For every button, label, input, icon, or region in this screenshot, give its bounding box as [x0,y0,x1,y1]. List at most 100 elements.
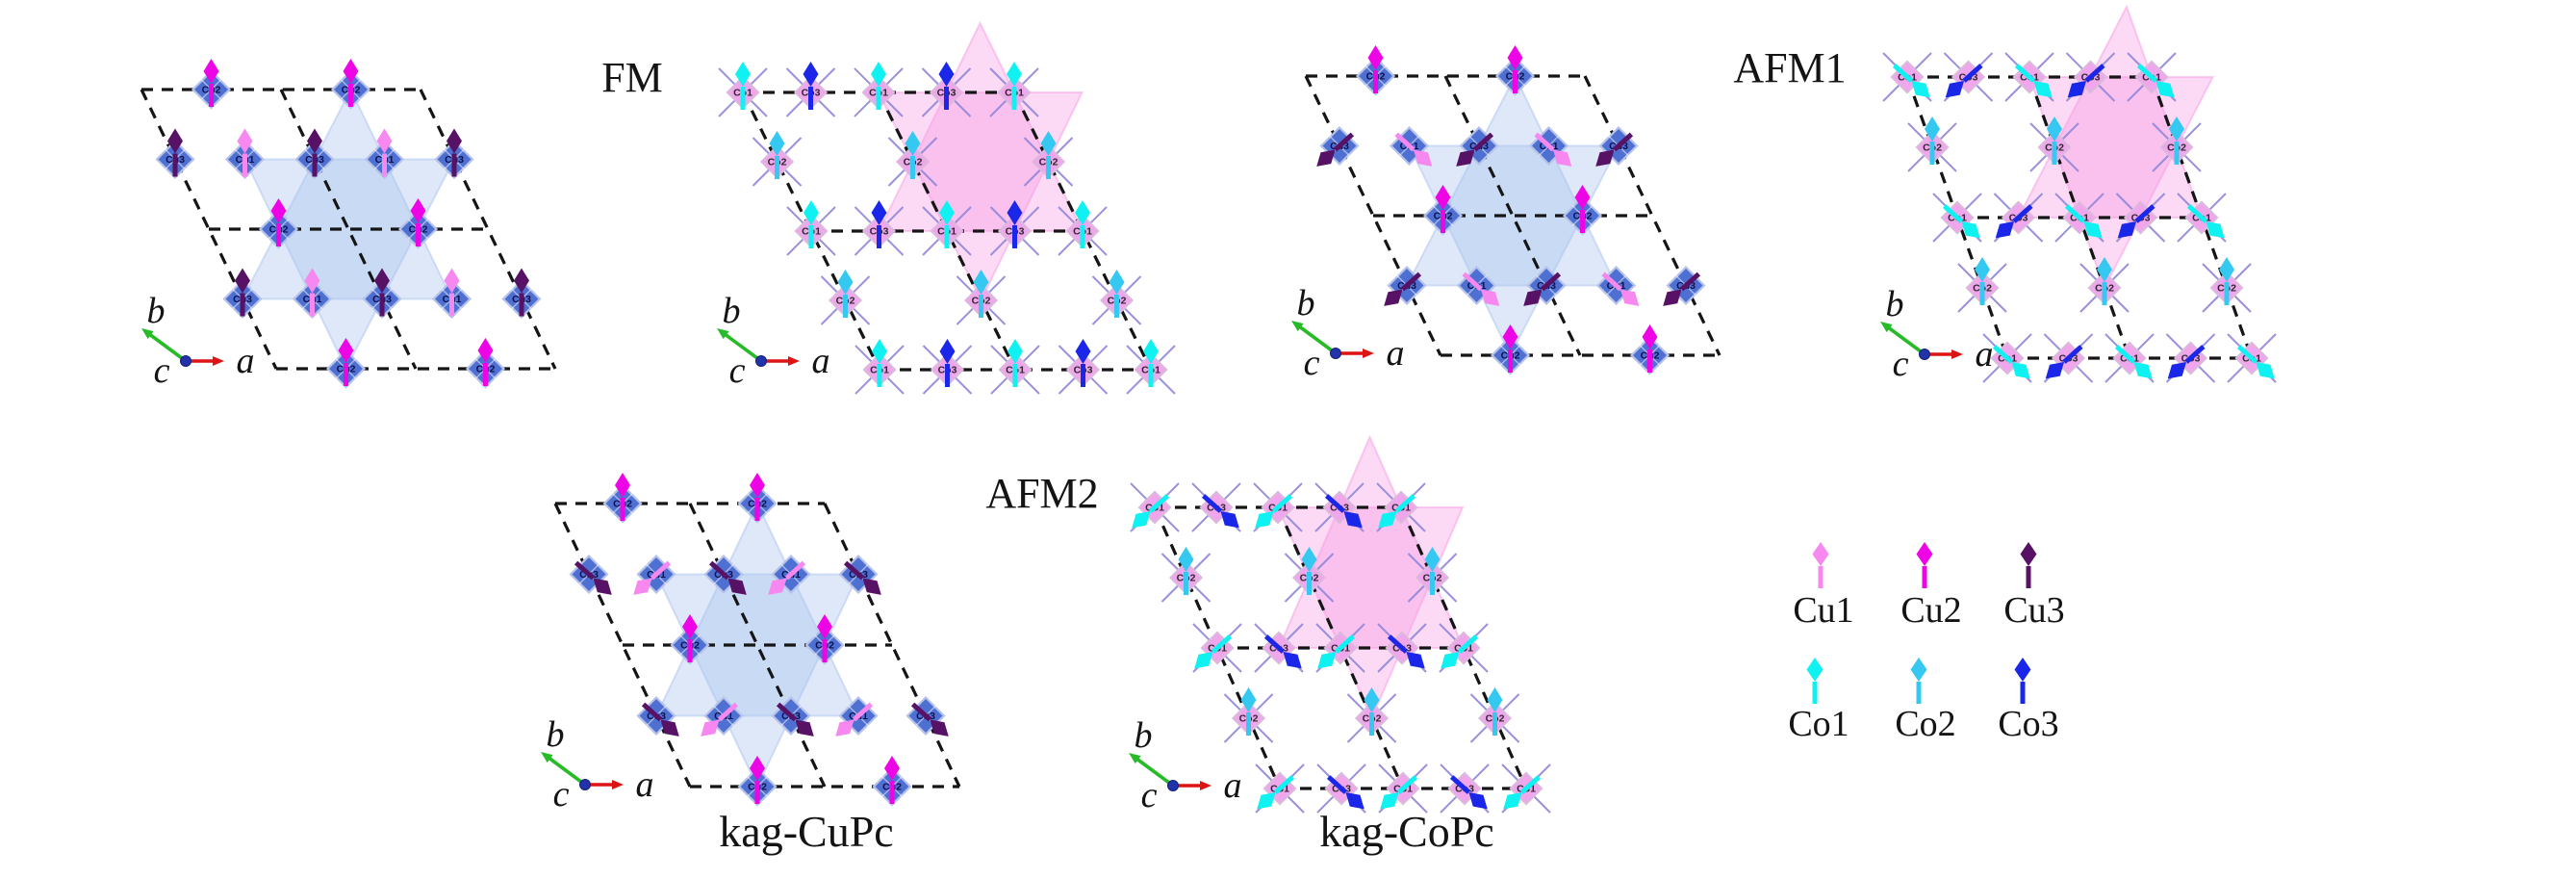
panel-kag-copc-afm2: Co1Co1Co1Co1Co1Co1Co1Co1Co1Co2Co2Co2Co2C… [1129,434,1551,815]
spin-arrow-co3 [2117,204,2155,239]
axis-b-arrow-icon [1134,756,1175,788]
axis-label-c: c [729,350,746,391]
spin-arrow-cu2 [1642,324,1658,373]
spin-arrow-cu3 [1595,132,1634,167]
legend-arrow-cu3 [2020,542,2037,588]
spin-arrow-cu2 [270,198,287,246]
spin-arrow-co2 [2047,116,2062,165]
axis-b-arrow-icon [546,755,587,787]
spin-arrow-co3 [1075,339,1091,387]
legend-label-co2: Co2 [1895,704,1955,744]
spin-arrow-co2 [1040,131,1057,179]
spin-arrow-co3 [1945,64,1983,98]
spin-arrow-cu2 [750,473,765,521]
spin-arrow-co1 [2064,204,2103,239]
spin-arrow-co1 [2186,204,2225,239]
spin-arrow-co3 [2045,345,2083,379]
axis-triad: b a c [1291,283,1405,383]
axis-label-a: a [636,764,654,805]
spin-arrow-co2 [1178,547,1194,595]
spin-arrow-co3 [939,339,956,387]
spin-arrow-cu2 [343,59,359,107]
label-material-kag-copc: kag-CoPc [1319,807,1493,856]
spin-arrow-cu3 [910,702,949,737]
axis-label-c: c [1893,344,1909,384]
panel-kag-copc-afm1: Co1Co1Co1Co1Co1Co1Co1Co1Co1Co2Co2Co2Co2C… [1880,4,2277,384]
axis-label-c: c [1304,343,1320,383]
spin-arrow-cu1 [304,268,320,317]
spin-arrow-cu3 [708,560,747,595]
spin-arrow-cu3 [514,268,529,317]
spin-arrow-co1 [2014,64,2053,98]
spin-arrow-co2 [1925,116,1940,165]
spin-arrow-cu2 [615,473,630,521]
star-triangle-1 [1277,434,1466,649]
spin-arrow-cu1 [701,702,739,737]
axis-triad: b a c [1129,715,1242,815]
spin-arrows [1892,64,2275,379]
spin-arrow-cu2 [1574,185,1591,233]
spin-arrow-co1 [2236,345,2275,379]
unit-cell-grid [1304,74,1722,357]
spin-arrow-co1 [1143,339,1159,387]
unit-cell-grid [553,502,961,789]
axis-b-arrow-icon [146,331,188,363]
spin-arrow-co3 [1324,494,1363,529]
axis-label-a: a [1224,765,1242,806]
star-triangle-2 [1407,144,1620,358]
figure-titles: FM AFM1 AFM2 kag-CuPc kag-CoPc [601,44,1846,856]
spin-arrow-co1 [1075,200,1090,248]
spin-arrow-cu2 [1435,185,1451,233]
spin-arrow-co1 [2136,64,2175,98]
axis-label-c: c [1141,775,1158,815]
spin-arrow-co2 [1424,547,1441,595]
spin-arrows [167,59,529,386]
star-triangle-1 [654,501,860,717]
spin-arrow-co1 [1194,634,1233,669]
axis-c-dot-icon [755,355,767,367]
spin-arrow-cu3 [574,560,612,595]
spin-arrow-cu1 [835,702,874,737]
spin-arrow-co1 [2114,345,2153,379]
axis-triad: b a c [541,714,654,814]
spin-arrow-co2 [769,131,785,179]
spin-arrow-co2 [1364,687,1380,736]
panel-kag-cupc-afm1: Cu1Cu1Cu1Cu1Cu2Cu2Cu2Cu2Cu2Cu2Cu3Cu3Cu3C… [1291,45,1722,383]
spin-arrow-co3 [1007,200,1023,248]
spin-arrow-cu3 [307,128,322,177]
spin-arrow-cu1 [1462,271,1500,306]
spin-arrow-co2 [2169,116,2184,165]
legend-label-cu1: Cu1 [1793,590,1853,631]
panel-kag-cupc-afm2: Cu1Cu1Cu1Cu1Cu2Cu2Cu2Cu2Cu2Cu2Cu3Cu3Cu3C… [541,473,961,814]
spin-arrow-cu2 [884,756,900,804]
spin-arrows [1316,45,1701,373]
legend-arrow-cu2 [1916,542,1933,588]
legend-label-cu3: Cu3 [2003,590,2064,631]
spin-arrow-co3 [1995,204,2033,239]
legend-arrow-icons [1806,542,2037,704]
lattice-site-co2: Co2 [956,275,1007,325]
spin-arrow-co1 [1942,204,1980,239]
label-order-fm: FM [601,54,663,101]
spin-arrow-co3 [871,200,887,248]
spin-arrow-cu3 [374,268,390,317]
spin-arrow-cu1 [237,128,253,177]
axis-label-c: c [553,774,570,814]
axis-triad: b a c [1880,284,1994,384]
spin-arrow-cu1 [444,268,460,317]
axis-label-b: b [1297,283,1315,323]
axis-label-b: b [1886,284,1904,324]
spin-arrow-co3 [1263,634,1302,669]
spin-arrow-co1 [1503,775,1542,810]
spin-arrow-co3 [1449,775,1488,810]
spin-arrows [1132,494,1542,810]
axis-triad: b a c [717,291,830,391]
label-order-afm2: AFM2 [985,470,1098,517]
unit-cell-grid [741,90,1153,372]
spin-arrow-co2 [1109,270,1125,318]
spin-arrow-co1 [1132,494,1170,529]
spin-arrow-cu3 [167,128,183,177]
spin-arrow-cu1 [633,560,672,595]
axis-c-dot-icon [1167,780,1179,791]
spin-arrow-cu3 [1384,271,1422,306]
